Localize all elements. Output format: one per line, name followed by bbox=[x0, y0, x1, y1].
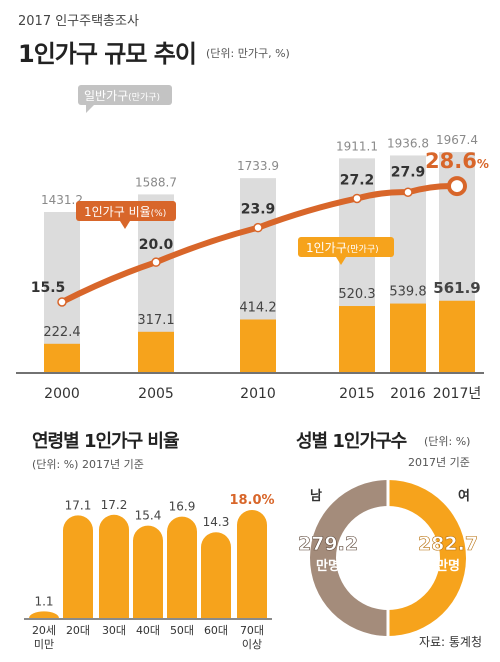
single-value-label: 222.4 bbox=[43, 325, 80, 340]
ratio-percent-sign: % bbox=[477, 157, 489, 171]
age-bar bbox=[63, 515, 93, 618]
ratio-point bbox=[352, 193, 362, 204]
single-value-label: 561.9 bbox=[433, 279, 480, 297]
general-legend-unit: (만가구) bbox=[128, 92, 160, 103]
male-slice bbox=[310, 480, 388, 636]
general-value-label: 1967.4 bbox=[436, 133, 478, 147]
age-bar bbox=[167, 516, 197, 618]
age-bar bbox=[29, 611, 59, 618]
ratio-point bbox=[403, 187, 413, 198]
household-trend-chart: 1431.2 222.4 1588.7 317.1 1733.9 414.2 1911.1 5… bbox=[16, 85, 489, 402]
age-value-label: 16.9 bbox=[169, 500, 196, 514]
age-tick-label: 30대 bbox=[102, 624, 126, 637]
age-value-label: 18.0% bbox=[229, 493, 274, 508]
gender-chart-title: 성별 1인가구수 bbox=[296, 431, 407, 452]
age-bar bbox=[99, 514, 129, 618]
ratio-point bbox=[57, 297, 67, 307]
ratio-value-label: 23.9 bbox=[241, 202, 276, 218]
ratio-legend-label: 1인가구 비율(%) bbox=[84, 205, 166, 219]
general-value-label: 1431.2 bbox=[41, 193, 83, 207]
single-household-bar bbox=[439, 300, 475, 372]
ratio-value-label: 20.0 bbox=[139, 237, 174, 253]
single-value-label: 539.8 bbox=[389, 285, 426, 300]
ratio-value-label: 27.2 bbox=[340, 172, 375, 188]
single-household-bar bbox=[240, 319, 276, 372]
single-household-bar bbox=[44, 343, 80, 372]
ratio-point bbox=[253, 222, 263, 233]
general-value-label: 1936.8 bbox=[387, 136, 429, 150]
single-value-label: 317.1 bbox=[137, 313, 174, 328]
gender-chart-unit: (단위: %) bbox=[424, 435, 471, 448]
age-tick-label: 40대 bbox=[136, 624, 160, 637]
age-bar bbox=[237, 510, 267, 618]
ratio-legend-unit: (%) bbox=[151, 209, 167, 219]
ratio-value-label: 15.5 bbox=[31, 280, 66, 296]
ratio-legend-pointer bbox=[120, 221, 130, 229]
age-value-label: 15.4 bbox=[135, 509, 162, 523]
age-tick-label: 이상 bbox=[242, 638, 262, 651]
ratio-legend-box bbox=[76, 201, 176, 221]
age-bar bbox=[133, 525, 163, 618]
ratio-point bbox=[447, 176, 467, 197]
age-tick-label: 20세 bbox=[32, 624, 56, 637]
single-legend-label: 1인가구(만가구) bbox=[306, 241, 379, 255]
age-chart-title: 연령별 1인가구 비율 bbox=[32, 431, 180, 452]
female-unit: 만명 bbox=[436, 558, 460, 574]
single-value-label: 520.3 bbox=[338, 287, 375, 302]
single-legend-pointer bbox=[336, 257, 346, 265]
page-title: 1인가구 규모 추이 bbox=[18, 40, 197, 68]
age-value-label: 14.3 bbox=[203, 515, 230, 529]
male-unit: 만명 bbox=[316, 558, 340, 574]
age-chart-subtitle: (단위: %) 2017년 기준 bbox=[32, 458, 144, 471]
main-unit-label: (단위: 만가구, %) bbox=[206, 47, 290, 60]
general-legend-box bbox=[78, 85, 172, 105]
single-legend-box bbox=[298, 237, 394, 257]
single-household-bar bbox=[390, 303, 426, 372]
age-value-label: 1.1 bbox=[34, 594, 53, 608]
source-note: 자료: 통계청 bbox=[418, 635, 482, 649]
x-tick-label: 2016 bbox=[390, 386, 426, 402]
female-slice bbox=[386, 480, 467, 636]
single-household-bar bbox=[138, 331, 174, 372]
female-value: 282.7 bbox=[418, 533, 478, 555]
x-tick-label: 2017년 bbox=[433, 386, 482, 402]
survey-label: 2017 인구주택총조사 bbox=[18, 14, 139, 29]
age-tick-label: 미만 bbox=[34, 638, 54, 651]
gender-chart-subtitle: 2017년 기준 bbox=[408, 456, 470, 469]
male-label: 남 bbox=[310, 488, 322, 504]
ratio-value-label: 27.9 bbox=[391, 164, 426, 180]
age-value-label: 17.1 bbox=[65, 498, 92, 512]
age-tick-label: 20대 bbox=[66, 624, 90, 637]
age-tick-label: 60대 bbox=[204, 624, 228, 637]
male-value: 279.2 bbox=[298, 533, 358, 555]
general-legend-label: 일반가구(만가구) bbox=[84, 89, 160, 103]
ratio-point bbox=[151, 257, 161, 267]
age-tick-label: 70대 bbox=[240, 624, 264, 637]
x-tick-label: 2000 bbox=[44, 386, 80, 402]
female-label: 여 bbox=[458, 488, 470, 504]
general-value-label: 1588.7 bbox=[135, 175, 177, 189]
x-tick-label: 2010 bbox=[240, 386, 276, 402]
general-value-label: 1911.1 bbox=[336, 139, 378, 153]
age-value-label: 17.2 bbox=[101, 498, 128, 512]
general-legend-pointer bbox=[86, 105, 94, 113]
age-bar bbox=[201, 532, 231, 618]
single-household-bar bbox=[339, 306, 375, 372]
x-tick-label: 2005 bbox=[138, 386, 174, 402]
age-tick-label: 50대 bbox=[170, 624, 194, 637]
general-value-label: 1733.9 bbox=[237, 159, 279, 173]
single-legend-unit: (만가구) bbox=[347, 244, 379, 255]
gender-pie-chart: 남 여 279.2 만명 282.7 만명 bbox=[298, 476, 478, 640]
single-value-label: 414.2 bbox=[239, 300, 276, 315]
x-tick-label: 2015 bbox=[339, 386, 375, 402]
ratio-value-label-latest: 28.6% bbox=[425, 149, 489, 173]
